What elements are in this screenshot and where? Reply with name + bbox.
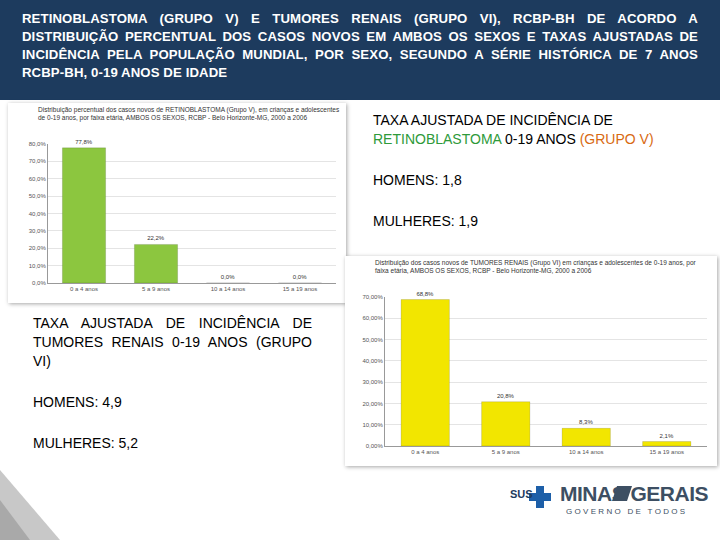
svg-text:5 a 9 anos: 5 a 9 anos [142, 286, 170, 292]
html-text:Distribuição dos casos novos d: Distribuição dos casos novos de TUMORES … [375, 259, 696, 274]
svg-text:60,0%: 60,0% [29, 176, 47, 182]
html-text:MINAS GERAIS: MINAS GERAIS [560, 482, 708, 505]
svg-text:60,00%: 60,00% [362, 315, 383, 321]
svg-text:50,0%: 50,0% [29, 193, 47, 199]
svg-text:40,00%: 40,00% [362, 358, 383, 364]
svg-text:0,0%: 0,0% [221, 274, 235, 280]
svg-text:10,0%: 10,0% [29, 263, 47, 269]
svg-text:15 a 19 anos: 15 a 19 anos [649, 449, 684, 455]
svg-text:0,00%: 0,00% [366, 443, 384, 449]
html-text:MULHERES: 1,9: MULHERES: 1,9 [373, 213, 478, 229]
svg-text:20,0%: 20,0% [29, 245, 47, 251]
svg-text:0,0%: 0,0% [293, 274, 307, 280]
svg-text:10 a 14 anos: 10 a 14 anos [569, 449, 604, 455]
svg-text:68,8%: 68,8% [416, 291, 434, 297]
html-text:GOVERNO DE TODOS: GOVERNO DE TODOS [566, 507, 688, 516]
svg-text:0,0%: 0,0% [32, 280, 46, 286]
html-text:RETINOBLASTOMA 0-19 ANOS (GRUP: RETINOBLASTOMA 0-19 ANOS (GRUPO V) [373, 131, 654, 147]
svg-text:2,1%: 2,1% [660, 433, 674, 439]
svg-text:40,0%: 40,0% [29, 211, 47, 217]
svg-text:80,0%: 80,0% [29, 141, 47, 147]
svg-text:15 a 19 anos: 15 a 19 anos [283, 286, 318, 292]
svg-text:70,00%: 70,00% [362, 294, 383, 300]
html-text:RETINOBLASTOMA (GRUPO V) E TUM: RETINOBLASTOMA (GRUPO V) E TUMORES RENAI… [22, 11, 698, 80]
html-text:HOMENS: 1,8: HOMENS: 1,8 [373, 172, 462, 188]
svg-text:70,0%: 70,0% [29, 158, 47, 164]
svg-text:10 a 14 anos: 10 a 14 anos [211, 286, 246, 292]
svg-text:30,00%: 30,00% [362, 379, 383, 385]
svg-text:5 a 9 anos: 5 a 9 anos [492, 449, 520, 455]
svg-text:0 a 4 anos: 0 a 4 anos [411, 449, 439, 455]
svg-text:20,00%: 20,00% [362, 401, 383, 407]
html-text:HOMENS: 4,9: HOMENS: 4,9 [33, 394, 122, 410]
html-text:TAXA AJUSTADA DE INCIDÊNCIA DE: TAXA AJUSTADA DE INCIDÊNCIA DE TUMORES R… [33, 315, 312, 369]
svg-text:10,00%: 10,00% [362, 422, 383, 428]
svg-text:50,00%: 50,00% [362, 337, 383, 343]
svg-text:77,8%: 77,8% [75, 139, 93, 145]
svg-text:0 a 4 anos: 0 a 4 anos [70, 286, 98, 292]
html-text:TAXA AJUSTADA DE INCIDÊNCIA DE: TAXA AJUSTADA DE INCIDÊNCIA DE [373, 112, 613, 128]
html-text:SUS: SUS [510, 488, 533, 500]
svg-text:20,8%: 20,8% [497, 393, 515, 399]
html-text:Distribuição percentual dos ca: Distribuição percentual dos casos novos … [38, 106, 340, 121]
svg-text:8,3%: 8,3% [579, 419, 593, 425]
svg-text:22,2%: 22,2% [147, 235, 165, 241]
html-text:MULHERES: 5,2: MULHERES: 5,2 [33, 435, 138, 451]
svg-text:30,0%: 30,0% [29, 228, 47, 234]
